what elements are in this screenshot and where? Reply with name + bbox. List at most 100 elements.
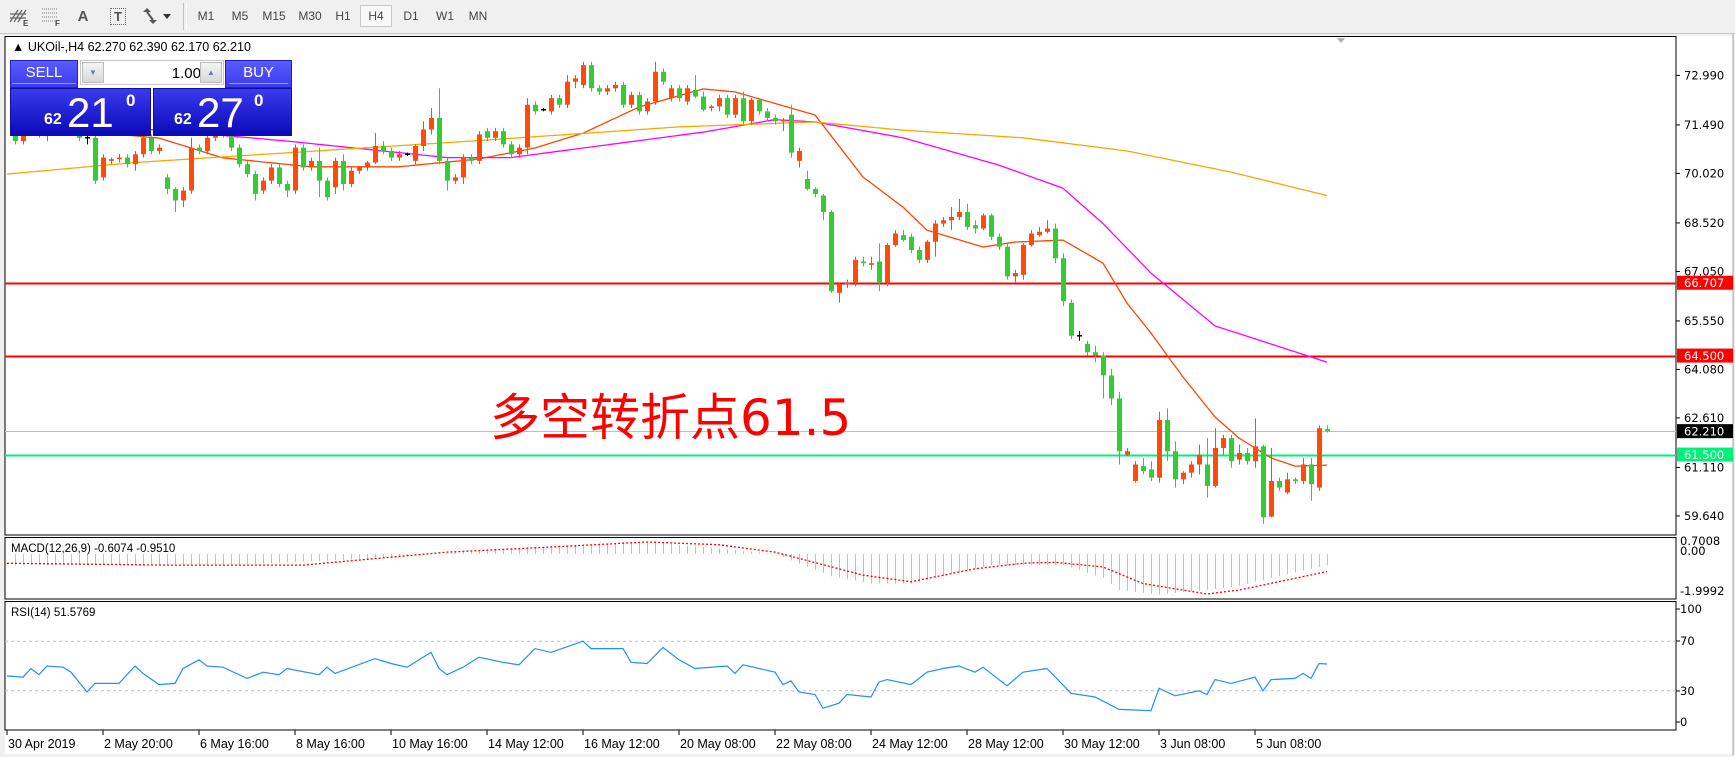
candle-body	[1317, 428, 1322, 488]
candle-body	[1221, 438, 1226, 448]
candle	[1109, 368, 1114, 406]
chart-text-annotation[interactable]: 多空转折点61.5	[490, 389, 852, 447]
candle-body	[685, 88, 690, 102]
candle-body	[789, 114, 794, 153]
candle-body	[741, 98, 746, 122]
candle	[685, 84, 690, 105]
candle-body	[1101, 355, 1106, 376]
candle-body	[365, 162, 370, 168]
candle-body	[525, 104, 530, 148]
timeframe-d1[interactable]: D1	[403, 9, 419, 23]
candle	[1021, 243, 1026, 280]
candle	[1093, 345, 1098, 363]
timeframe-m5[interactable]: M5	[231, 9, 249, 23]
candle-body	[693, 89, 698, 97]
text-icon[interactable]: A	[77, 7, 89, 25]
candle-body	[269, 167, 274, 181]
timeframe-m1[interactable]: M1	[197, 9, 215, 23]
candle-body	[173, 188, 178, 201]
candle-body	[997, 236, 1002, 247]
candle	[149, 134, 154, 155]
level-price-tag	[1677, 275, 1733, 290]
candle-body	[1085, 344, 1090, 353]
candle-body	[637, 94, 642, 112]
candle	[197, 144, 202, 155]
candle	[437, 88, 442, 165]
time-tick-label: 28 May 12:00	[968, 737, 1044, 751]
candle	[733, 94, 738, 118]
sell-price-button[interactable]: 62 21 0	[10, 88, 151, 136]
time-tick-label: 30 Apr 2019	[8, 737, 75, 751]
candle	[133, 150, 138, 171]
time-tick-label: 3 Jun 08:00	[1160, 737, 1225, 751]
timeframe-m30[interactable]: M30	[298, 9, 322, 23]
fibonacci-fan-icon[interactable]: F	[38, 5, 64, 27]
candle	[1293, 477, 1298, 485]
timeframe-h1[interactable]: H1	[335, 9, 351, 23]
candle-body	[933, 223, 938, 242]
candle	[741, 91, 746, 125]
candle	[1117, 391, 1122, 465]
lot-increase-button[interactable]: ▲	[200, 62, 222, 83]
candle-body	[1133, 464, 1138, 481]
candle	[813, 187, 818, 198]
candle	[309, 157, 314, 171]
price-tick-label: 65.550	[1684, 314, 1724, 328]
candle	[853, 256, 858, 287]
candle	[1125, 447, 1130, 457]
candle-body	[917, 249, 922, 260]
level-price-tag-label: 66.707	[1684, 276, 1724, 290]
candle-body	[197, 147, 202, 151]
buy-button[interactable]: BUY	[225, 60, 292, 88]
candle-body	[533, 104, 538, 112]
price-tick-label: 70.020	[1684, 166, 1724, 180]
sell-button[interactable]: SELL	[10, 60, 78, 88]
candle-body	[781, 119, 786, 122]
candle-body	[877, 261, 882, 283]
arrows-dropdown-icon[interactable]	[138, 5, 174, 27]
candle	[621, 81, 626, 109]
candle	[445, 157, 450, 191]
candle-body	[853, 259, 858, 283]
candle-body	[1253, 446, 1258, 462]
candle-body	[421, 129, 426, 147]
candle	[1197, 444, 1202, 475]
candle	[1061, 253, 1066, 307]
timeframe-h4[interactable]: H4	[360, 5, 392, 27]
candle-body	[101, 157, 106, 178]
candle	[565, 75, 570, 109]
candle	[381, 141, 386, 155]
rsi-axis-label: 30	[1680, 684, 1695, 698]
candle-body	[709, 106, 714, 109]
macd-panel-frame	[4, 537, 1677, 600]
time-axis: 30 Apr 2019 2 May 20:00 6 May 16:00 8 May 1…	[6, 730, 1321, 751]
toolbar-separator	[183, 3, 187, 30]
candle	[509, 141, 514, 158]
candle-body	[261, 180, 266, 191]
timeframe-mn[interactable]: MN	[468, 9, 488, 23]
chart-shift-marker-icon[interactable]	[1337, 38, 1345, 43]
fibonacci-expansion-icon[interactable]: E	[6, 5, 32, 27]
lot-decrease-button[interactable]: ▼	[82, 62, 104, 83]
time-tick-label: 14 May 12:00	[488, 737, 564, 751]
text-label-icon[interactable]: T	[105, 5, 131, 27]
buy-price-button[interactable]: 62 27 0	[153, 88, 292, 136]
candle-body	[1261, 446, 1266, 518]
candle	[917, 246, 922, 264]
candle	[1069, 299, 1074, 340]
candle-body	[469, 157, 474, 161]
candle	[941, 216, 946, 227]
macd-axis-label: 0.7008	[1680, 534, 1720, 548]
candle	[989, 213, 994, 241]
lot-size-input[interactable]	[105, 64, 203, 83]
candle	[677, 84, 682, 102]
toolbar: E F A T M1 M5 M15 M30 H1 H4 D1 W1 MN	[0, 0, 1735, 34]
timeframe-w1[interactable]: W1	[436, 9, 454, 23]
macd-label: MACD(12,26,9) -0.6074 -0.9510	[11, 543, 175, 555]
candle-body	[381, 146, 386, 151]
sell-price-main: 21	[67, 89, 114, 136]
timeframe-m15[interactable]: M15	[262, 9, 286, 23]
candle-body	[1181, 472, 1186, 480]
